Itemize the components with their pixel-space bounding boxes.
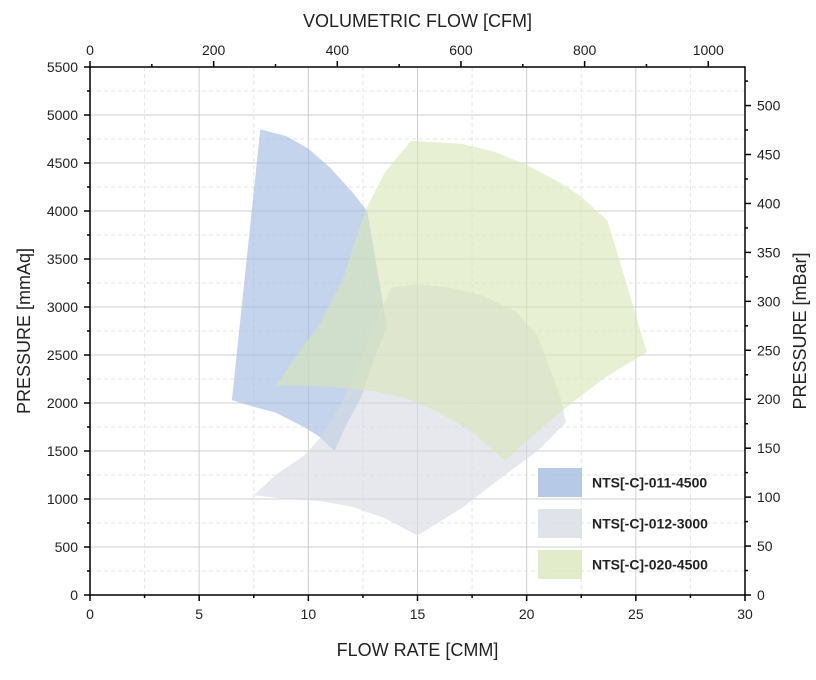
legend: NTS[-C]-011-4500 NTS[-C]-012-3000 NTS[-C… xyxy=(538,468,708,579)
series-areas xyxy=(231,129,647,536)
x-tick-label: 15 xyxy=(410,606,426,622)
y2-tick-label: 400 xyxy=(757,195,781,211)
x2-tick-label: 400 xyxy=(326,42,350,58)
y2-tick-label: 300 xyxy=(757,293,781,309)
x2-tick-label: 200 xyxy=(202,42,226,58)
y2-tick-label: 350 xyxy=(757,244,781,260)
legend-swatch-nts-c-011-4500 xyxy=(538,468,582,497)
x-tick-label: 0 xyxy=(86,606,94,622)
y-axis-title: PRESSURE [mmAq] xyxy=(14,248,34,414)
y-tick-label: 500 xyxy=(55,539,79,555)
legend-label-nts-c-012-3000: NTS[-C]-012-3000 xyxy=(592,516,708,532)
y2-tick-label: 100 xyxy=(757,489,781,505)
legend-swatch-nts-c-012-3000 xyxy=(538,509,582,538)
axis-ticks xyxy=(84,61,751,601)
x2-tick-label: 0 xyxy=(86,42,94,58)
y-tick-label: 3000 xyxy=(47,299,78,315)
y2-tick-label: 50 xyxy=(757,538,773,554)
y-tick-label: 2000 xyxy=(47,395,78,411)
y-tick-label: 4500 xyxy=(47,155,78,171)
x-tick-label: 5 xyxy=(195,606,203,622)
y-tick-label: 2500 xyxy=(47,347,78,363)
y-tick-label: 1000 xyxy=(47,491,78,507)
x-tick-label: 10 xyxy=(301,606,317,622)
y-tick-label: 3500 xyxy=(47,251,78,267)
y-tick-label: 5000 xyxy=(47,107,78,123)
y2-tick-label: 200 xyxy=(757,391,781,407)
y-tick-label: 4000 xyxy=(47,203,78,219)
y2-tick-label: 500 xyxy=(757,98,781,114)
y2-tick-label: 0 xyxy=(757,587,765,603)
legend-swatch-nts-c-020-4500 xyxy=(538,550,582,579)
x-tick-label: 25 xyxy=(628,606,644,622)
tick-labels: 0 5 10 15 20 25 300 200 400 600 800 100005001000150… xyxy=(47,42,781,622)
legend-label-nts-c-011-4500: NTS[-C]-011-4500 xyxy=(592,475,707,491)
y2-tick-label: 450 xyxy=(757,147,781,163)
y2-tick-label: 250 xyxy=(757,342,781,358)
y-tick-label: 5500 xyxy=(47,59,78,75)
y2-tick-label: 150 xyxy=(757,440,781,456)
x-axis-title: FLOW RATE [CMM] xyxy=(337,640,499,660)
x2-tick-label: 600 xyxy=(449,42,473,58)
right-y-axis-title: PRESSURE [mBar] xyxy=(790,252,810,409)
top-x-axis-title: VOLUMETRIC FLOW [CFM] xyxy=(303,11,532,31)
y-tick-label: 1500 xyxy=(47,443,78,459)
x-tick-label: 20 xyxy=(519,606,535,622)
area-nts-c-020-4500 xyxy=(275,140,647,461)
x2-tick-label: 800 xyxy=(573,42,597,58)
legend-label-nts-c-020-4500: NTS[-C]-020-4500 xyxy=(592,557,708,573)
x2-tick-label: 1000 xyxy=(693,42,724,58)
y-tick-label: 0 xyxy=(70,587,78,603)
x-tick-label: 30 xyxy=(737,606,753,622)
